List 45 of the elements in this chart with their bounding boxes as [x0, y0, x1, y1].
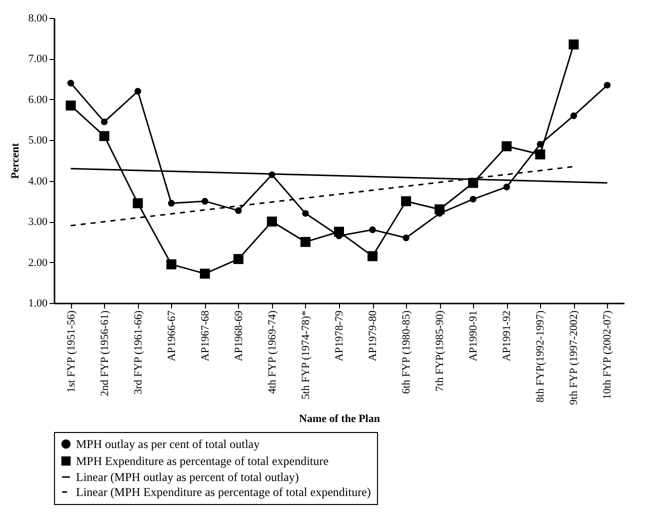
x-axis-title: Name of the Plan: [299, 413, 380, 426]
y-tick-label: 2.00: [28, 256, 48, 269]
point: [166, 259, 176, 270]
y-tick-label: 5.00: [28, 134, 48, 147]
legend-label: MPH outlay as per cent of total outlay: [76, 437, 260, 451]
x-tick-label: AP1979-80: [367, 310, 380, 362]
legend-label: MPH Expenditure as percentage of total expenditure: [76, 454, 329, 468]
y-tick-label: 6.00: [28, 94, 48, 106]
y-tick-label: 1.00: [28, 298, 48, 310]
x-tick-label: 6th FYP (1980-85): [400, 310, 413, 394]
y-axis-title: Percent: [9, 142, 22, 179]
x-tick-label: 10th FYP (2002-07): [602, 310, 614, 400]
y-tick-label: 8.00: [28, 12, 48, 24]
point: [132, 198, 143, 208]
legend-label: Linear (MPH outlay as percent of total outlay): [76, 470, 299, 484]
x-tick-label: 1st FYP (1951-56): [65, 310, 78, 393]
point: [99, 131, 110, 142]
x-tick-label: 3rd FYP (1961-66): [132, 310, 144, 394]
point: [568, 39, 579, 50]
point: [535, 149, 546, 160]
x-tick-label: 5th FYP (1974-78)*: [300, 310, 312, 400]
x-tick-label: 4th FYP (1969-74): [266, 310, 278, 394]
point: [266, 216, 277, 227]
y-tick-label: 7.00: [28, 53, 48, 66]
point: [401, 196, 412, 206]
x-tick-label: 9th FYP (1997-2002): [568, 310, 580, 405]
legend-label: Linear (MPH Expenditure as percentage of total expenditure): [76, 485, 371, 499]
point: [468, 178, 478, 188]
point: [233, 254, 244, 264]
point: [502, 141, 512, 152]
x-tick-label: 7th FYP(1985-90): [434, 310, 446, 392]
point: [300, 236, 310, 247]
x-tick-label: 2nd FYP (1956-61): [98, 310, 111, 396]
x-tick-label: AP1967-68: [199, 310, 212, 362]
point: [66, 100, 76, 111]
y-tick-label: 3.00: [28, 216, 48, 228]
point: [200, 268, 210, 279]
x-tick-label: 8th FYP(1992-1997): [534, 310, 547, 402]
point: [368, 251, 378, 262]
x-tick-label: AP1978-79: [334, 310, 346, 362]
x-tick-label: AP1990-91: [468, 310, 480, 362]
x-tick-label: AP1968-69: [232, 310, 245, 362]
x-tick-label: AP1991-92: [501, 310, 514, 362]
x-tick-label: AP1966-67: [166, 310, 178, 362]
y-tick-label: 4.00: [28, 175, 48, 188]
